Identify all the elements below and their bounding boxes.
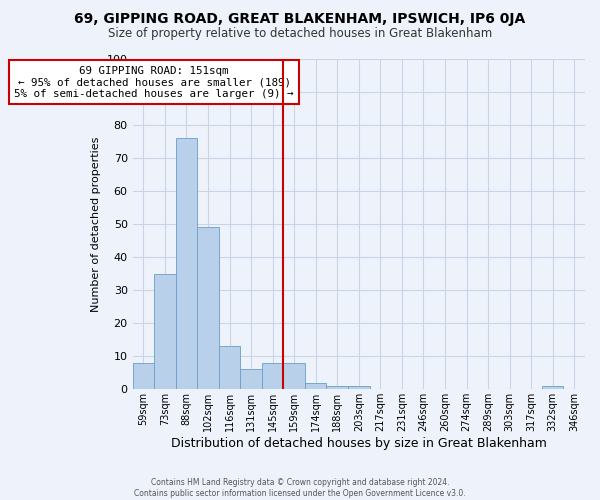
Bar	[176, 138, 197, 390]
Text: Size of property relative to detached houses in Great Blakenham: Size of property relative to detached ho…	[108, 28, 492, 40]
Text: Contains HM Land Registry data © Crown copyright and database right 2024.
Contai: Contains HM Land Registry data © Crown c…	[134, 478, 466, 498]
Text: 69, GIPPING ROAD, GREAT BLAKENHAM, IPSWICH, IP6 0JA: 69, GIPPING ROAD, GREAT BLAKENHAM, IPSWI…	[74, 12, 526, 26]
Bar	[283, 363, 305, 390]
Bar	[133, 363, 154, 390]
X-axis label: Distribution of detached houses by size in Great Blakenham: Distribution of detached houses by size …	[171, 437, 547, 450]
Bar	[219, 346, 241, 390]
Bar	[197, 228, 219, 390]
Bar	[326, 386, 348, 390]
Bar	[241, 370, 262, 390]
Bar	[154, 274, 176, 390]
Bar	[542, 386, 563, 390]
Text: 69 GIPPING ROAD: 151sqm
← 95% of detached houses are smaller (189)
5% of semi-de: 69 GIPPING ROAD: 151sqm ← 95% of detache…	[14, 66, 294, 99]
Y-axis label: Number of detached properties: Number of detached properties	[91, 136, 101, 312]
Bar	[262, 363, 283, 390]
Bar	[305, 382, 326, 390]
Bar	[348, 386, 370, 390]
